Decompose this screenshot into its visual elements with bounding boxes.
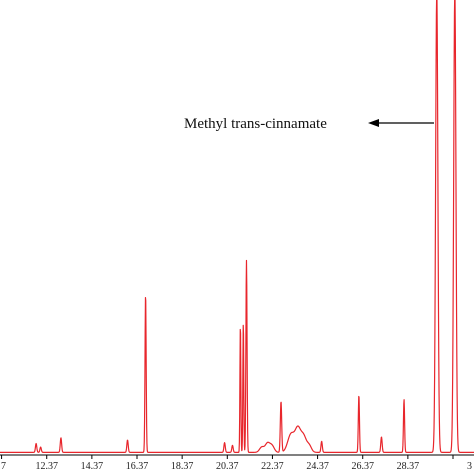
x-tick-label-18-37: 18.37 bbox=[171, 461, 194, 472]
x-tick-label-26-37: 26.37 bbox=[351, 461, 374, 472]
x-tick-label-14-37: 14.37 bbox=[81, 461, 104, 472]
x-tick-label-20-37: 20.37 bbox=[216, 461, 239, 472]
x-tick-label-22-37: 22.37 bbox=[261, 461, 284, 472]
x-tick-label-16-37: 16.37 bbox=[126, 461, 149, 472]
annotation-label: Methyl trans-cinnamate bbox=[184, 116, 327, 132]
annotation-arrow-head bbox=[368, 119, 379, 127]
x-axis-ticks: 7 12.37 14.37 16.37 18.37 20.37 22.37 24.37 26.3… bbox=[1, 455, 472, 472]
x-tick-label-10-37: 7 bbox=[1, 461, 6, 472]
x-tick-label-28-37: 28.37 bbox=[397, 461, 420, 472]
x-tick-label-12-37: 12.37 bbox=[35, 461, 58, 472]
x-tick-label-30-37: 3 bbox=[467, 461, 472, 472]
annotation-methyl-trans-cinnamate: Methyl trans-cinnamate bbox=[184, 116, 434, 132]
series-line-chromatogram bbox=[0, 0, 474, 453]
x-tick-label-24-37: 24.37 bbox=[306, 461, 329, 472]
